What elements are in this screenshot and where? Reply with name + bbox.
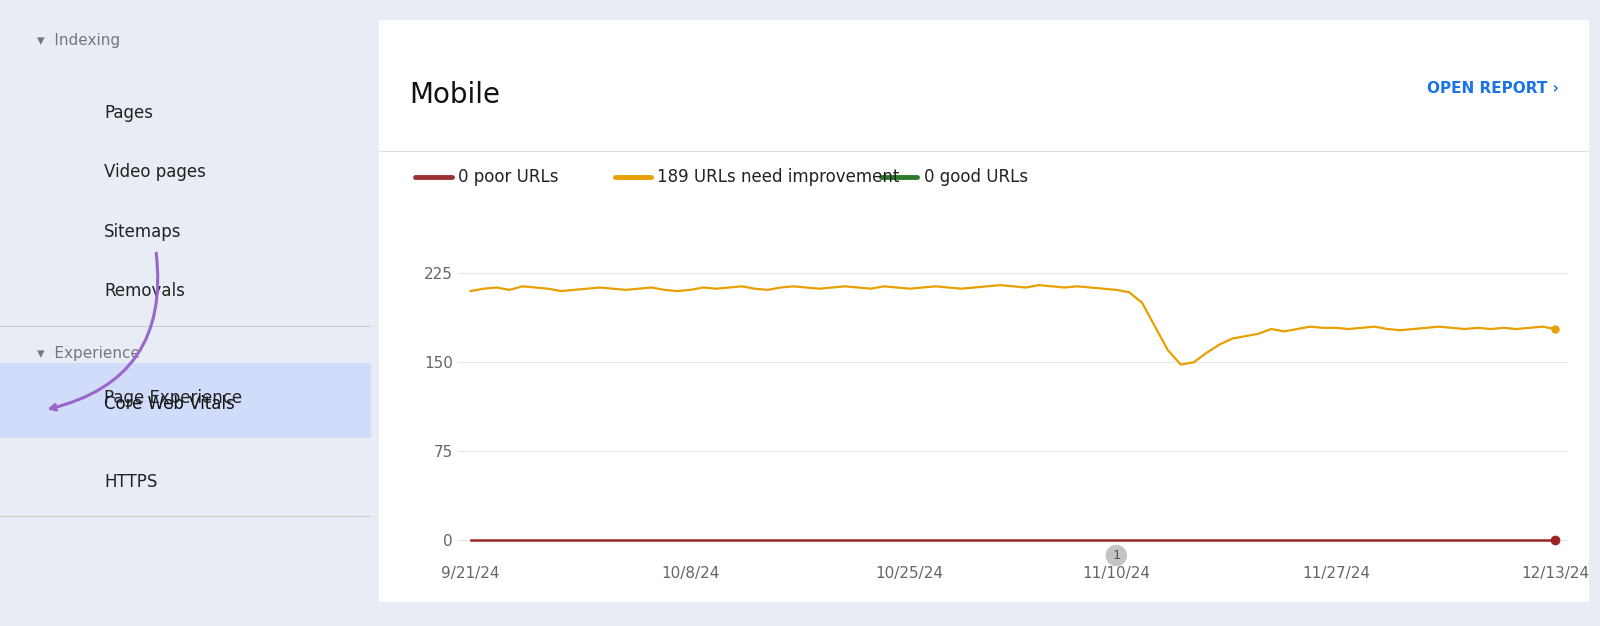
Text: Removals: Removals — [104, 282, 186, 300]
Text: Core Web Vitals: Core Web Vitals — [104, 395, 235, 413]
Text: Pages: Pages — [104, 104, 154, 121]
Text: 1: 1 — [1112, 549, 1120, 562]
Text: 0 good URLs: 0 good URLs — [923, 168, 1027, 186]
Text: Page Experience: Page Experience — [104, 389, 242, 406]
Text: 0 poor URLs: 0 poor URLs — [458, 168, 558, 186]
Text: ▾  Experience: ▾ Experience — [37, 346, 141, 361]
FancyBboxPatch shape — [0, 363, 371, 438]
Text: HTTPS: HTTPS — [104, 473, 157, 491]
Text: Mobile: Mobile — [410, 81, 501, 109]
Text: OPEN REPORT ›: OPEN REPORT › — [1427, 81, 1558, 96]
FancyBboxPatch shape — [366, 14, 1600, 608]
Text: Video pages: Video pages — [104, 163, 206, 181]
Text: ▾  Indexing: ▾ Indexing — [37, 33, 120, 48]
Text: 189 URLs need improvement: 189 URLs need improvement — [658, 168, 899, 186]
Text: Sitemaps: Sitemaps — [104, 223, 181, 240]
